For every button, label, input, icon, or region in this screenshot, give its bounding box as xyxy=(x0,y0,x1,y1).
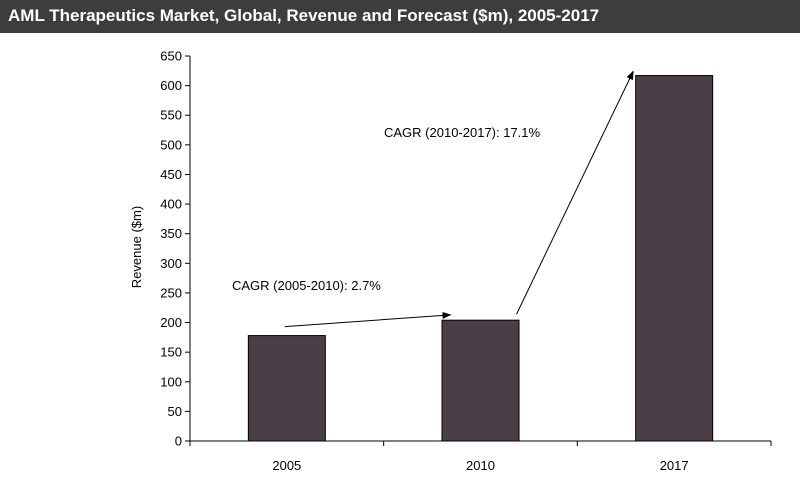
y-tick-label: 600 xyxy=(160,78,182,93)
y-tick-label: 0 xyxy=(175,434,182,449)
bar-2010 xyxy=(441,319,520,442)
y-tick-label: 100 xyxy=(160,374,182,389)
y-tick-label: 250 xyxy=(160,285,182,300)
y-tick-label: 50 xyxy=(168,404,182,419)
title-bar: AML Therapeutics Market, Global, Revenue… xyxy=(0,0,800,33)
y-tick-label: 200 xyxy=(160,315,182,330)
plot-area: 0 50 100 150 200 250 300 350 400 450 500 550 600 650 2… xyxy=(160,49,772,473)
cagr-label-2010-2017: CAGR (2010-2017): 17.1% xyxy=(384,125,541,140)
bar-2017 xyxy=(635,75,714,442)
y-tick-label: 550 xyxy=(160,108,182,123)
chart-title: AML Therapeutics Market, Global, Revenue… xyxy=(8,6,600,25)
x-tick-label: 2010 xyxy=(466,458,495,473)
y-tick-label: 400 xyxy=(160,197,182,212)
x-tick-label: 2017 xyxy=(660,458,689,473)
y-tick-label: 300 xyxy=(160,256,182,271)
x-tick-label: 2005 xyxy=(272,458,301,473)
y-tick-label: 500 xyxy=(160,137,182,152)
cagr-label-2005-2010: CAGR (2005-2010): 2.7% xyxy=(232,278,381,293)
y-tick-label: 150 xyxy=(160,345,182,360)
y-tick-label: 350 xyxy=(160,226,182,241)
bar-2005 xyxy=(247,335,326,442)
y-tick-label: 650 xyxy=(160,49,182,64)
y-axis-label: Revenue ($m) xyxy=(129,206,144,288)
y-tick-label: 450 xyxy=(160,167,182,182)
cagr-arrow-2010-2017 xyxy=(516,70,634,315)
cagr-arrow-2005-2010 xyxy=(284,311,452,328)
